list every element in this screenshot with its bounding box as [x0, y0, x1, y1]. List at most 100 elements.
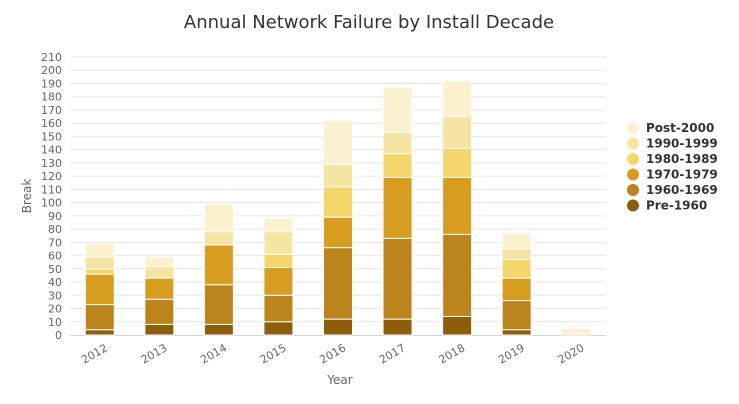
y-tick-label: 100 — [41, 197, 62, 210]
y-tick-label: 60 — [48, 250, 62, 263]
legend-marker — [627, 122, 639, 134]
legend-marker — [627, 137, 639, 150]
x-tick-label: 2020 — [556, 341, 587, 366]
bar-segment[interactable] — [144, 277, 175, 300]
bar-segment[interactable] — [501, 300, 532, 331]
legend-item[interactable]: 1970-1979 — [627, 168, 718, 182]
y-tick-label: 80 — [48, 223, 62, 236]
bar-segment[interactable] — [144, 265, 175, 279]
y-tick-label: 30 — [48, 289, 62, 302]
y-tick-label: 110 — [41, 183, 62, 196]
bar-segment[interactable] — [442, 315, 473, 336]
y-tick-label: 20 — [48, 303, 62, 316]
legend-item[interactable]: 1980-1989 — [627, 152, 718, 166]
y-tick-label: 40 — [48, 276, 62, 289]
bar-segment[interactable] — [84, 268, 115, 275]
bar-segment[interactable] — [382, 237, 413, 320]
y-tick-label: 170 — [41, 104, 62, 117]
legend-label: 1960-1969 — [646, 183, 718, 197]
legend-item[interactable]: Pre-1960 — [627, 199, 707, 213]
bar-segment[interactable] — [442, 176, 473, 235]
y-tick-label: 0 — [55, 329, 62, 342]
bar-segment[interactable] — [442, 80, 473, 118]
legend-item[interactable]: Post-2000 — [627, 121, 714, 135]
bar-segment[interactable] — [84, 243, 115, 258]
legend-label: 1970-1979 — [646, 168, 718, 182]
y-tick-label: 200 — [41, 64, 62, 77]
y-tick-label: 130 — [41, 157, 62, 170]
y-tick-label: 190 — [41, 77, 62, 90]
bar-segment[interactable] — [323, 186, 353, 218]
bar-segment[interactable] — [84, 304, 115, 331]
bar-segment[interactable] — [323, 216, 353, 249]
bar-segment[interactable] — [442, 233, 473, 317]
bar-segment[interactable] — [323, 318, 353, 336]
bar-segment[interactable] — [263, 218, 294, 233]
legend-label: 1990-1999 — [646, 137, 718, 151]
bar-segment[interactable] — [203, 244, 234, 286]
bar-segment[interactable] — [442, 116, 473, 149]
x-tick-label: 2017 — [377, 341, 408, 366]
bar-segment[interactable] — [501, 232, 532, 250]
x-tick-label: 2016 — [317, 341, 348, 366]
bar-segment[interactable] — [382, 86, 413, 133]
bar-segment[interactable] — [323, 163, 353, 188]
x-tick-label: 2015 — [258, 341, 289, 366]
bar-segment[interactable] — [501, 259, 532, 279]
y-tick-label: 90 — [48, 210, 62, 223]
y-tick-label: 50 — [48, 263, 62, 276]
x-tick-label: 2014 — [198, 341, 229, 366]
x-axis-label: Year — [326, 373, 352, 387]
bar-segment[interactable] — [263, 231, 294, 255]
y-tick-label: 70 — [48, 236, 62, 249]
x-tick-label: 2018 — [437, 341, 468, 366]
bar-segment[interactable] — [203, 323, 234, 336]
legend-item[interactable]: 1960-1969 — [627, 183, 718, 197]
bar-segment[interactable] — [144, 323, 175, 336]
bar-segment[interactable] — [203, 203, 234, 233]
bar-segment[interactable] — [263, 266, 294, 296]
y-tick-label: 10 — [48, 316, 62, 329]
bar-segment[interactable] — [263, 321, 294, 336]
bar-segment[interactable] — [382, 318, 413, 336]
y-axis-label: Break — [20, 179, 34, 214]
x-tick-label: 2013 — [139, 341, 170, 366]
bar-segment[interactable] — [144, 256, 175, 267]
bar-segment[interactable] — [382, 176, 413, 239]
x-tick-label: 2019 — [496, 341, 527, 366]
x-tick-label: 2012 — [79, 341, 110, 366]
y-tick-label: 150 — [41, 130, 62, 143]
y-tick-label: 210 — [41, 51, 62, 64]
bar-segment[interactable] — [561, 327, 592, 336]
y-axis-ticks: 0102030405060708090100110120130140150160… — [41, 51, 62, 342]
legend-label: 1980-1989 — [646, 152, 718, 166]
bar-segment[interactable] — [84, 273, 115, 306]
bar-segment[interactable] — [84, 329, 115, 336]
x-axis-ticks: 2012 2013 2014 2015 2016 2017 2018 2019 2020 — [79, 341, 586, 366]
y-tick-label: 120 — [41, 170, 62, 183]
bar-segment[interactable] — [263, 253, 294, 268]
bar-segment[interactable] — [203, 284, 234, 325]
bar-segment[interactable] — [323, 120, 353, 165]
legend-item[interactable]: 1990-1999 — [627, 137, 718, 151]
legend-marker — [627, 168, 639, 181]
bar-segment[interactable] — [501, 329, 532, 336]
legend-marker — [627, 199, 639, 212]
bar-segment[interactable] — [84, 256, 115, 270]
legend-marker — [627, 153, 639, 165]
bar-segment[interactable] — [501, 277, 532, 302]
bar-segment[interactable] — [442, 147, 473, 178]
bar-segment[interactable] — [144, 298, 175, 325]
bar-segment[interactable] — [501, 248, 532, 261]
y-tick-label: 140 — [41, 144, 62, 157]
chart-title: Annual Network Failure by Install Decade — [184, 12, 554, 33]
legend-marker — [627, 184, 639, 196]
bar-segment[interactable] — [203, 231, 234, 246]
legend-label: Pre-1960 — [646, 199, 707, 213]
bar-segment[interactable] — [263, 294, 294, 323]
bar-segment[interactable] — [382, 131, 413, 155]
bar-segment[interactable] — [382, 153, 413, 178]
bar-segment[interactable] — [323, 247, 353, 320]
